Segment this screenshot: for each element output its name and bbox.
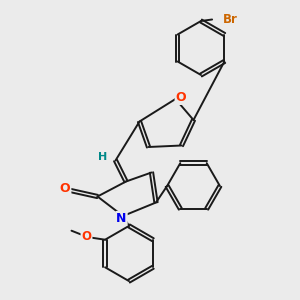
Text: H: H bbox=[98, 152, 107, 162]
Text: Br: Br bbox=[223, 13, 238, 26]
Text: O: O bbox=[176, 91, 186, 104]
Text: O: O bbox=[82, 230, 92, 243]
Text: O: O bbox=[60, 182, 70, 196]
Text: N: N bbox=[116, 212, 127, 225]
